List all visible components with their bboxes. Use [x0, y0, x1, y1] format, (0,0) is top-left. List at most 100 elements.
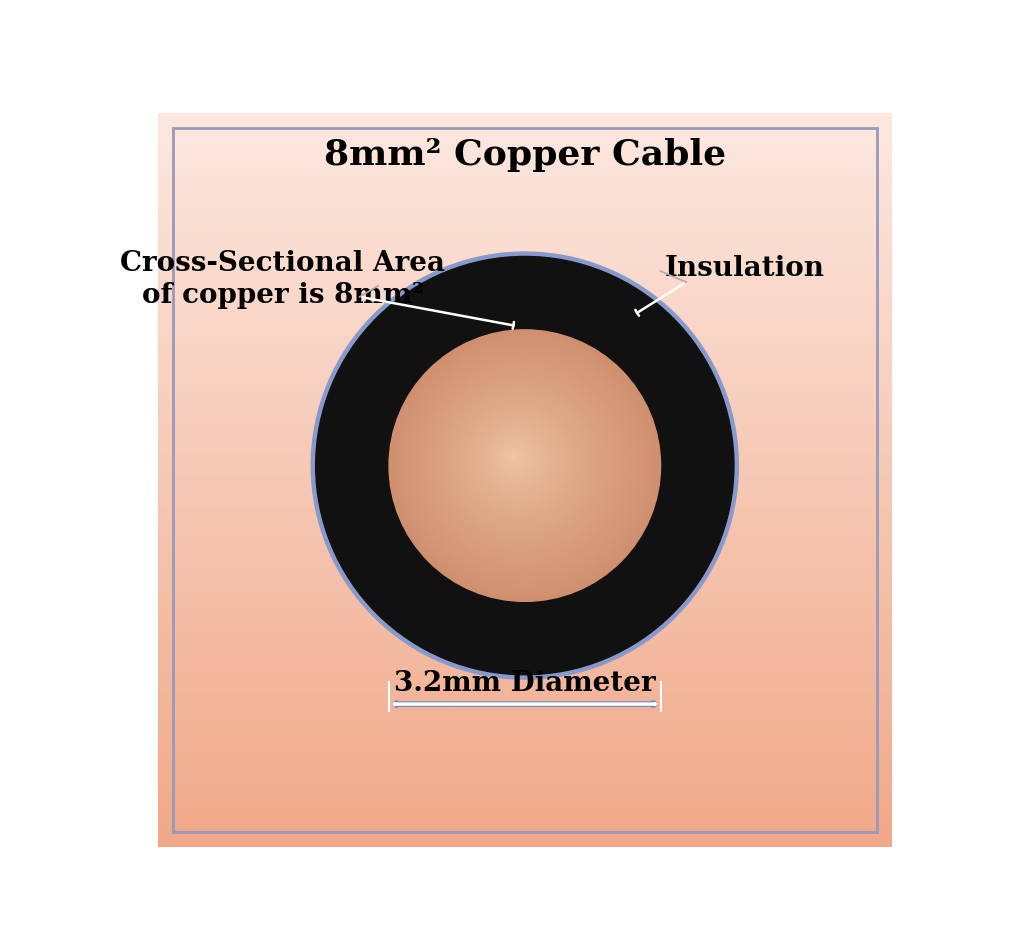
Circle shape: [453, 395, 586, 528]
Bar: [158, 635, 892, 637]
FancyArrowPatch shape: [395, 704, 654, 705]
Bar: [158, 620, 892, 623]
Bar: [158, 486, 892, 488]
Bar: [158, 632, 892, 635]
Bar: [158, 498, 892, 501]
Bar: [158, 209, 892, 212]
Bar: [158, 771, 892, 774]
Bar: [158, 136, 892, 139]
Bar: [158, 574, 892, 576]
Bar: [158, 266, 892, 268]
Bar: [158, 546, 892, 549]
Circle shape: [502, 446, 528, 472]
Bar: [158, 225, 892, 227]
Circle shape: [503, 446, 527, 471]
Bar: [158, 506, 892, 507]
Bar: [158, 471, 892, 473]
Bar: [158, 786, 892, 788]
Bar: [158, 562, 892, 564]
Bar: [158, 718, 892, 721]
Bar: [158, 239, 892, 241]
Bar: [158, 298, 892, 300]
Circle shape: [444, 387, 596, 539]
Bar: [158, 630, 892, 632]
Bar: [158, 576, 892, 579]
Circle shape: [417, 359, 629, 570]
Bar: [158, 407, 892, 410]
Circle shape: [458, 401, 580, 523]
Bar: [158, 376, 892, 378]
Bar: [158, 461, 892, 464]
Bar: [158, 134, 892, 136]
Circle shape: [492, 435, 541, 484]
Bar: [158, 390, 892, 393]
Circle shape: [399, 341, 649, 590]
Bar: [158, 403, 892, 405]
Bar: [158, 627, 892, 630]
Bar: [158, 197, 892, 200]
Bar: [158, 835, 892, 838]
Circle shape: [505, 449, 524, 468]
Bar: [158, 754, 892, 757]
Bar: [158, 264, 892, 266]
Circle shape: [486, 430, 546, 489]
Bar: [158, 268, 892, 270]
Bar: [158, 777, 892, 779]
Circle shape: [435, 378, 606, 548]
Circle shape: [433, 375, 609, 551]
Bar: [158, 393, 892, 395]
Bar: [158, 551, 892, 554]
Circle shape: [479, 423, 555, 498]
Bar: [158, 464, 892, 466]
Bar: [158, 386, 892, 387]
Circle shape: [465, 408, 571, 514]
Bar: [158, 146, 892, 149]
Circle shape: [460, 403, 577, 520]
Bar: [158, 493, 892, 495]
Bar: [158, 708, 892, 710]
Bar: [158, 666, 892, 669]
Bar: [158, 484, 892, 486]
Bar: [158, 783, 892, 786]
Bar: [158, 686, 892, 688]
Bar: [158, 825, 892, 827]
Circle shape: [498, 442, 534, 477]
Bar: [158, 208, 892, 209]
Bar: [158, 347, 892, 348]
Bar: [158, 495, 892, 498]
Bar: [158, 366, 892, 368]
Circle shape: [429, 371, 613, 556]
Bar: [158, 434, 892, 437]
Circle shape: [474, 417, 561, 504]
Bar: [158, 676, 892, 679]
Bar: [158, 571, 892, 574]
Circle shape: [391, 333, 657, 599]
Bar: [158, 200, 892, 202]
Bar: [158, 241, 892, 244]
Bar: [158, 451, 892, 454]
Bar: [158, 603, 892, 605]
Circle shape: [475, 419, 559, 503]
Circle shape: [442, 386, 598, 540]
Bar: [158, 791, 892, 794]
Bar: [158, 525, 892, 527]
Circle shape: [390, 331, 659, 601]
Bar: [158, 811, 892, 813]
Bar: [158, 317, 892, 320]
Bar: [158, 364, 892, 366]
Bar: [158, 843, 892, 844]
Bar: [158, 681, 892, 684]
Bar: [158, 554, 892, 557]
Bar: [158, 488, 892, 490]
Bar: [158, 710, 892, 713]
Circle shape: [436, 379, 605, 547]
Bar: [158, 278, 892, 281]
Bar: [158, 124, 892, 127]
Bar: [158, 512, 892, 515]
Bar: [158, 168, 892, 170]
Bar: [158, 684, 892, 686]
Circle shape: [499, 443, 531, 475]
Bar: [158, 425, 892, 427]
Bar: [158, 258, 892, 261]
Bar: [158, 735, 892, 738]
